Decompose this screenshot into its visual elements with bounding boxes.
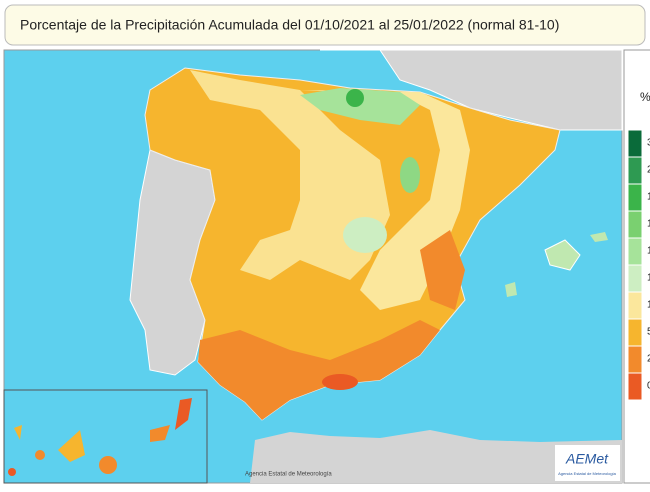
legend-swatch [627, 210, 643, 239]
legend-swatch [627, 183, 643, 212]
island [8, 468, 16, 476]
legend-label: 1 [647, 246, 650, 257]
legend-label: 2 [647, 354, 650, 365]
france [320, 49, 623, 131]
legend-label: 1 [647, 273, 650, 284]
balearics [544, 239, 581, 271]
zone-wet-center [343, 217, 387, 253]
legend-unit: % [640, 90, 650, 104]
zone-dry-south [198, 320, 440, 420]
africa [250, 430, 622, 483]
legend-label: 1 [647, 300, 650, 311]
legend-swatch [627, 129, 643, 158]
island [99, 456, 117, 474]
island [150, 425, 170, 442]
legend-label: 1 [647, 192, 650, 203]
logo-subtitle: Agencia Estatal de Meteorología [558, 471, 617, 476]
credit: Agencia Estatal de Meteorología [245, 472, 332, 478]
zone-wet-ebro [400, 157, 420, 193]
zone-dry-east [420, 230, 465, 310]
logo-box [555, 445, 620, 481]
zone-very-wet [346, 89, 364, 107]
island [35, 450, 45, 460]
legend-swatch [627, 291, 643, 320]
logo-name: AEMet [565, 451, 609, 467]
legend-label: 3 [647, 138, 650, 149]
legend-label: 2 [647, 165, 650, 176]
island [58, 430, 85, 462]
legend-label: 0 [647, 381, 650, 392]
legend-label: 5 [647, 327, 650, 338]
legend-swatch [627, 318, 643, 347]
zone-normal [190, 70, 390, 280]
legend-swatch [627, 264, 643, 293]
legend-swatch [627, 156, 643, 185]
ibiza [505, 282, 517, 297]
menorca [590, 232, 608, 242]
zone-very-dry [322, 374, 358, 390]
title: Porcentaje de la Precipitación Acumulada… [20, 17, 559, 33]
legend-swatch [627, 345, 643, 374]
legend: 3 2 1 1 1 1 1 5 2 0 [627, 129, 650, 401]
title-box [4, 4, 646, 46]
legend-label: 1 [647, 219, 650, 230]
island [175, 398, 192, 430]
island [14, 425, 22, 440]
legend-swatch [627, 372, 643, 401]
zone-wet-north [300, 88, 420, 125]
legend-swatch [627, 237, 643, 266]
